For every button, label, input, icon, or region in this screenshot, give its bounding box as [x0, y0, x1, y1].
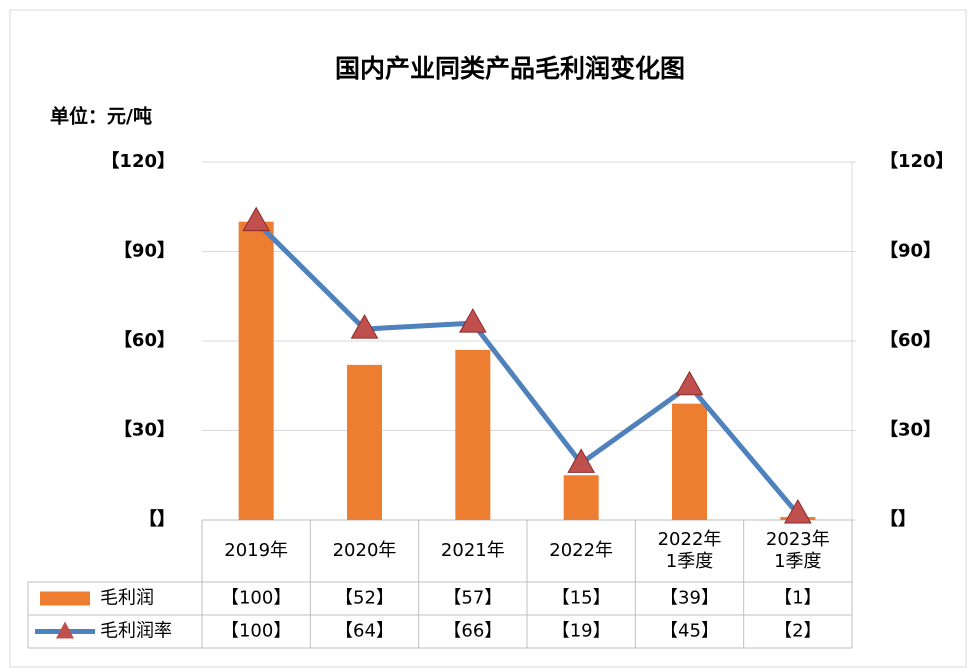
x-tick-label: 2019年 — [224, 540, 288, 561]
value-label: 【2】 — [774, 621, 821, 642]
value-label: 【52】 — [335, 588, 394, 609]
x-tick-label: 2021年 — [441, 540, 505, 561]
bar — [238, 221, 274, 520]
bar — [455, 349, 491, 520]
y2-tick-label: 【60】 — [880, 330, 941, 351]
marker — [350, 314, 379, 339]
y-tick-label: 【】 — [139, 509, 175, 530]
x-tick-label: 2020年 — [333, 540, 397, 561]
marker — [783, 499, 812, 524]
y-tick-label: 【90】 — [114, 241, 175, 262]
value-label: 【19】 — [552, 621, 611, 642]
value-label: 【100】 — [221, 621, 291, 642]
legend-label: 毛利润 — [100, 588, 154, 609]
bar — [347, 364, 382, 520]
value-label: 【1】 — [774, 588, 821, 609]
line — [254, 219, 800, 516]
x-tick-label: 2022年 1季度 — [658, 529, 722, 572]
chart-title: 国内产业同类产品毛利润变化图 — [335, 54, 685, 83]
x-tick-label: 2023年 1季度 — [766, 529, 830, 572]
y2-tick-label: 【30】 — [880, 420, 941, 441]
bar — [563, 475, 599, 520]
value-label: 【57】 — [443, 588, 502, 609]
chart-border — [9, 9, 967, 668]
y2-tick-label: 【120】 — [880, 151, 954, 172]
bar — [672, 403, 707, 520]
value-label: 【64】 — [335, 621, 394, 642]
legend-label: 毛利润率 — [100, 621, 172, 642]
y2-tick-label: 【90】 — [880, 241, 941, 262]
value-label: 【39】 — [660, 588, 719, 609]
legend-swatch — [40, 591, 90, 606]
value-label: 【66】 — [443, 621, 502, 642]
value-label: 【45】 — [660, 621, 719, 642]
y-tick-label: 【30】 — [114, 420, 175, 441]
value-label: 【100】 — [221, 588, 291, 609]
value-label: 【15】 — [552, 588, 611, 609]
legend-marker — [56, 621, 74, 639]
marker — [458, 308, 487, 333]
marker — [675, 370, 704, 396]
x-tick-label: 2022年 — [549, 540, 613, 561]
y-tick-label: 【120】 — [101, 151, 175, 172]
y-tick-label: 【60】 — [114, 330, 175, 351]
marker — [567, 448, 596, 473]
y2-tick-label: 【】 — [880, 509, 916, 530]
y-axis-label: 单位：元/吨 — [50, 105, 152, 128]
marker — [242, 206, 271, 232]
